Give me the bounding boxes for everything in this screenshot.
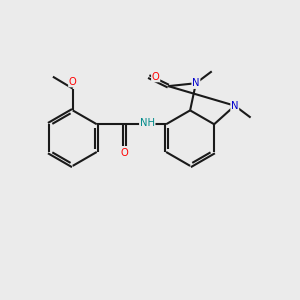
Text: N: N [231, 101, 238, 111]
Text: O: O [121, 148, 128, 158]
Text: N: N [192, 78, 200, 88]
Text: O: O [69, 76, 76, 87]
Text: NH: NH [140, 118, 155, 128]
Text: O: O [152, 72, 160, 82]
